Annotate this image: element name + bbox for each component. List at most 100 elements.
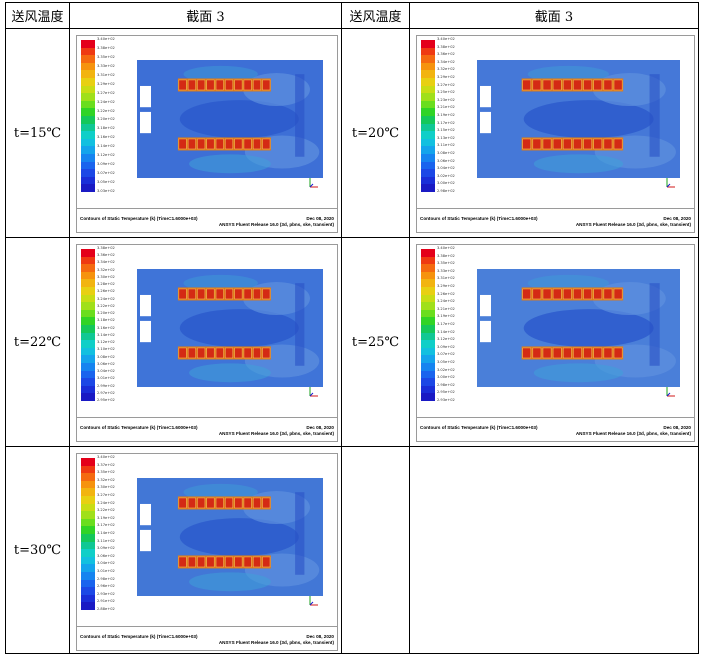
- colorbar-swatch: [81, 249, 95, 257]
- colorbar-swatch: [421, 55, 435, 63]
- table-header-row: 送风温度 截面 3 送风温度 截面 3: [5, 2, 699, 29]
- header-section: 截面 3: [69, 2, 342, 29]
- colorbar-tick-label: 3.20e+02: [97, 117, 115, 122]
- colorbar-swatch: [421, 153, 435, 162]
- colorbar-swatch: [81, 70, 95, 78]
- colorbar-tick-label: 2.97e+02: [97, 390, 115, 395]
- colorbar-tick-label: 3.06e+02: [97, 361, 115, 366]
- caption-title: Contours of Static Temperature (k) (Time…: [80, 634, 198, 639]
- caption-title: Contours of Static Temperature (k) (Time…: [80, 425, 198, 430]
- colorbar-tick-label: 3.32e+02: [97, 267, 115, 272]
- colorbar-swatch: [81, 309, 95, 318]
- colorbar-swatch: [421, 355, 435, 363]
- row-label: t=22℃: [5, 237, 70, 447]
- colorbar-tick-label: 3.11e+02: [97, 538, 115, 543]
- colorbar-tick-label: 3.14e+02: [97, 332, 115, 337]
- colorbar-swatch: [421, 161, 435, 170]
- colorbar-tick-label: 3.18e+02: [97, 318, 115, 323]
- colorbar-swatch: [81, 184, 95, 192]
- caption-release: ANSYS Fluent Release 16.0 (3d, pbns, ske…: [575, 222, 691, 227]
- colorbar-tick-label: 3.20e+02: [97, 311, 115, 316]
- colorbar-tick-label: 3.01e+02: [97, 376, 115, 381]
- colorbar-tick-label: 3.29e+02: [97, 81, 115, 86]
- colorbar-swatch: [81, 317, 95, 325]
- colorbar-tick-label: 3.30e+02: [97, 274, 115, 279]
- empty-label-cell: [341, 446, 410, 654]
- colorbar-tick-label: 3.05e+02: [97, 180, 115, 185]
- colorbar-swatch: [81, 85, 95, 94]
- colorbar: [421, 40, 435, 192]
- colorbar-swatch: [81, 347, 95, 356]
- colorbar-tick-label: 3.12e+02: [97, 340, 115, 345]
- colorbar-swatch: [81, 176, 95, 185]
- colorbar-tick-label: 3.19e+02: [437, 314, 455, 319]
- row-label: t=15℃: [5, 28, 70, 238]
- colorbar-tick-label: 3.31e+02: [437, 276, 455, 281]
- colorbar-tick-label: 3.35e+02: [437, 261, 455, 266]
- contour-plot: 3.40e+02 3.37e+02 3.35e+02 3.32e+02 3.30e+02…: [76, 453, 338, 651]
- colorbar-swatch: [81, 564, 95, 572]
- contour-plot: 3.40e+02 3.38e+02 3.36e+02 3.34e+02 3.32e+02…: [416, 35, 695, 233]
- colorbar-tick-label: 3.14e+02: [97, 531, 115, 535]
- colorbar-swatch: [81, 473, 95, 481]
- colorbar-swatch: [81, 602, 95, 610]
- table-row: t=22℃ 3.38e+02 3.36e+02 3.34e+02 3.32e+02 3.…: [5, 237, 699, 447]
- empty-plot-cell: [409, 446, 699, 654]
- colorbar-swatch: [421, 264, 435, 272]
- colorbar-swatch: [81, 556, 95, 565]
- colorbar-tick-label: 3.22e+02: [97, 108, 115, 113]
- caption-release: ANSYS Fluent Release 16.0 (3d, pbns, ske…: [218, 640, 334, 645]
- caption-title: Contours of Static Temperature (k) (Time…: [420, 216, 538, 221]
- colorbar-swatch: [81, 480, 95, 489]
- contour-plot: 3.38e+02 3.36e+02 3.34e+02 3.32e+02 3.30e+02…: [76, 244, 338, 442]
- colorbar-tick-label: 3.40e+02: [437, 246, 455, 250]
- plot-caption: Contours of Static Temperature (k) (Time…: [417, 208, 694, 233]
- colorbar-swatch: [81, 332, 95, 341]
- header-section-2: 截面 3: [409, 2, 699, 29]
- colorbar-tick-label: 3.16e+02: [97, 325, 115, 330]
- colorbar-swatch: [81, 385, 95, 394]
- colorbar-tick-label: 2.95e+02: [97, 398, 115, 402]
- colorbar-tick-label: 3.24e+02: [97, 99, 115, 104]
- colorbar-swatch: [421, 249, 435, 257]
- colorbar-swatch: [421, 123, 435, 132]
- colorbar-tick-label: 3.04e+02: [437, 166, 455, 171]
- colorbar-swatch: [81, 549, 95, 557]
- colorbar-swatch: [421, 393, 435, 401]
- colorbar-tick-label: 3.27e+02: [437, 82, 455, 87]
- plot-caption: Contours of Static Temperature (k) (Time…: [77, 417, 337, 442]
- colorbar-swatch: [81, 279, 95, 287]
- colorbar-tick-label: 3.40e+02: [97, 37, 115, 41]
- colorbar: [421, 249, 435, 401]
- temperature-domain: [137, 60, 323, 178]
- colorbar-tick-label: 3.30e+02: [97, 485, 115, 490]
- colorbar-swatch: [421, 332, 435, 341]
- colorbar-swatch: [81, 161, 95, 170]
- colorbar-tick-label: 2.99e+02: [97, 383, 115, 388]
- colorbar-tick-label: 3.29e+02: [437, 284, 455, 288]
- colorbar-tick-label: 3.12e+02: [97, 153, 115, 158]
- colorbar-tick-label: 3.18e+02: [97, 126, 115, 131]
- colorbar-tick-label: 3.35e+02: [97, 54, 115, 59]
- caption-date: Dec 08, 2020: [663, 425, 691, 430]
- colorbar-tick-label: 3.21e+02: [437, 306, 455, 311]
- colorbar-swatch: [421, 309, 435, 318]
- colorbar-swatch: [421, 362, 435, 371]
- colorbar-tick-label: 3.38e+02: [437, 44, 455, 49]
- colorbar-swatch: [421, 176, 435, 185]
- colorbar-swatch: [421, 317, 435, 325]
- colorbar-tick-label: 3.24e+02: [437, 299, 455, 304]
- colorbar-swatch: [421, 324, 435, 333]
- colorbar-swatch: [81, 511, 95, 519]
- colorbar-swatch: [81, 40, 95, 48]
- colorbar-swatch: [421, 279, 435, 287]
- colorbar-swatch: [81, 77, 95, 86]
- colorbar-swatch: [81, 541, 95, 550]
- colorbar-swatch: [81, 458, 95, 466]
- colorbar-swatch: [81, 153, 95, 162]
- colorbar-swatch: [421, 385, 435, 394]
- colorbar-swatch: [421, 347, 435, 356]
- colorbar-tick-label: 3.09e+02: [97, 546, 115, 551]
- caption-release: ANSYS Fluent Release 16.0 (3d, pbns, ske…: [218, 222, 334, 227]
- colorbar-tick-label: 3.38e+02: [97, 246, 115, 250]
